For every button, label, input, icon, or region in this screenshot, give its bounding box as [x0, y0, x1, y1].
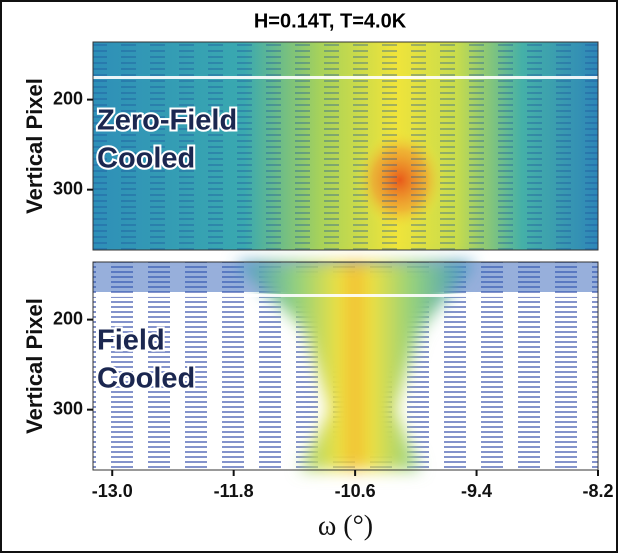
annotation: Cooled: [97, 363, 195, 395]
x-tick-label: -8.2: [582, 481, 613, 501]
x-tick-label: -11.8: [214, 481, 254, 501]
heatmap-bottom: [93, 262, 598, 470]
x-tick-label: -9.4: [461, 481, 492, 501]
y-axis-label: Vertical Pixel: [22, 78, 47, 214]
annotation: Zero-Field: [97, 105, 237, 137]
y-tick-label: 200: [53, 88, 83, 108]
x-tick-label: -10.6: [335, 481, 376, 501]
chart-title: H=0.14T, T=4.0K: [254, 10, 407, 32]
heatmap-top: [93, 42, 598, 250]
x-axis-label: ω (°): [318, 510, 373, 541]
y-tick-label: 200: [53, 308, 83, 328]
y-tick-label: 300: [53, 398, 83, 418]
y-tick-label: 300: [53, 178, 83, 198]
y-axis-label: Vertical Pixel: [22, 298, 47, 434]
annotation: Field: [97, 325, 165, 357]
x-tick-label: -13.0: [92, 481, 133, 501]
panel-border: [92, 261, 599, 471]
annotation: Cooled: [97, 143, 195, 175]
panel-border: [92, 41, 599, 251]
